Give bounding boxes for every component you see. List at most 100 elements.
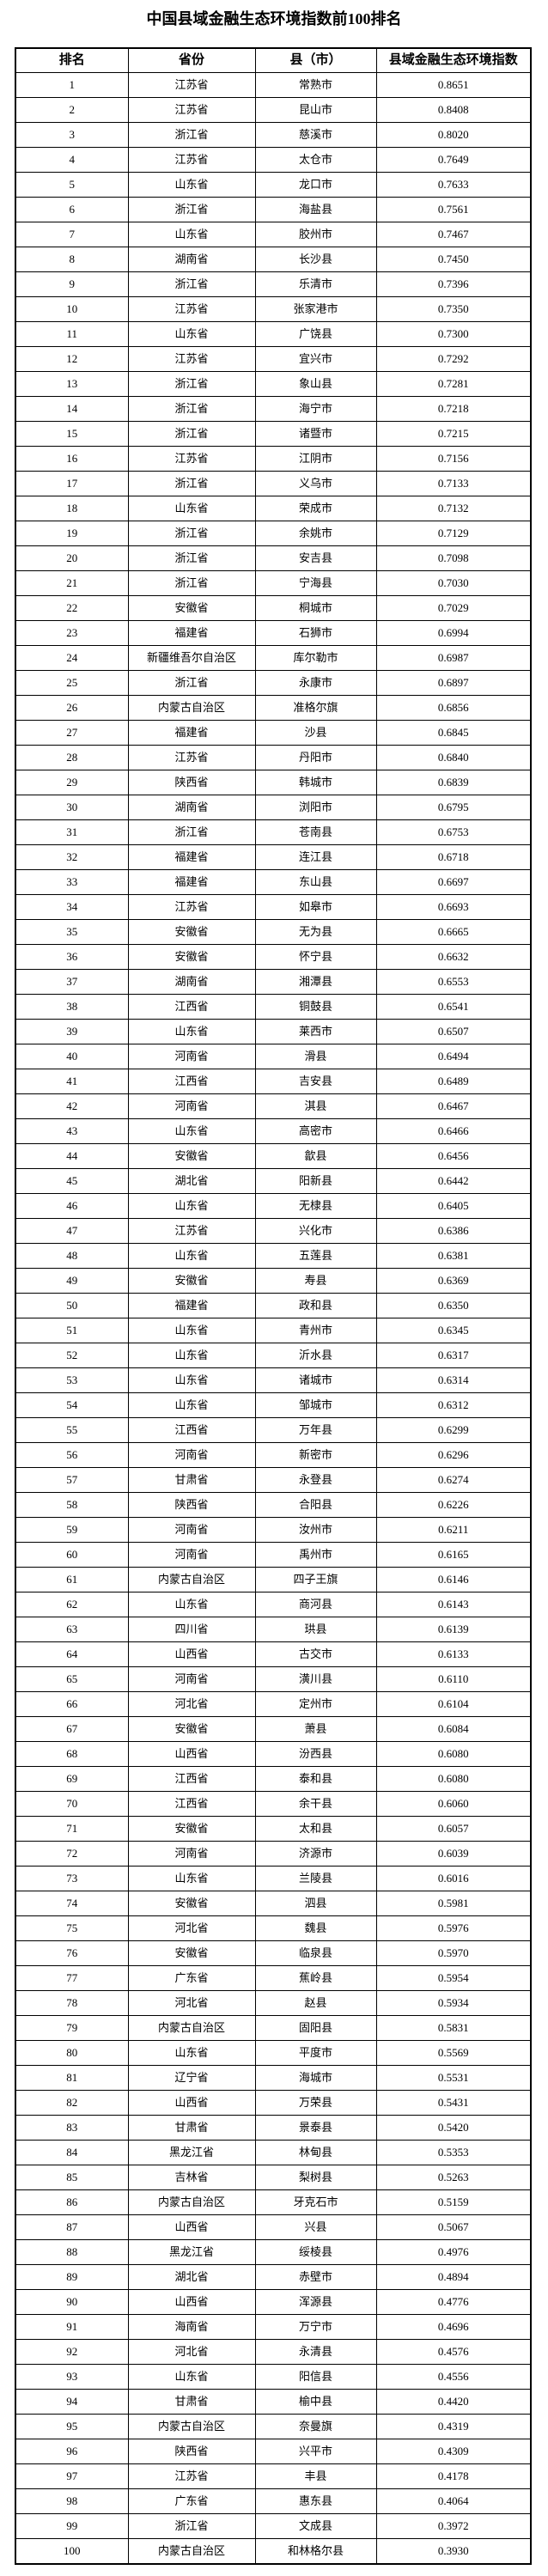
table-row: 66 河北省 定州市 0.6104 [15, 1691, 532, 1717]
index-cell: 0.6494 [375, 1044, 532, 1069]
province-cell: 河南省 [127, 1093, 256, 1119]
table-row: 11 山东省 广饶县 0.7300 [15, 321, 532, 347]
county-cell: 珙县 [254, 1617, 377, 1642]
rank-cell: 33 [15, 869, 129, 895]
table-row: 52 山东省 沂水县 0.6317 [15, 1343, 532, 1368]
county-cell: 邹城市 [254, 1392, 377, 1418]
county-cell: 惠东县 [254, 2488, 377, 2514]
table-row: 19 浙江省 余姚市 0.7129 [15, 521, 532, 546]
table-row: 53 山东省 诸城市 0.6314 [15, 1367, 532, 1393]
county-cell: 梨树县 [254, 2165, 377, 2190]
index-cell: 0.7281 [375, 371, 532, 397]
ranking-table: 排名 省份 县（市） 县域金融生态环境指数 1 江苏省 常熟市 0.8651 2 江苏省 昆山市 0… [15, 47, 532, 2565]
rank-cell: 4 [15, 147, 129, 173]
rank-cell: 18 [15, 496, 129, 521]
index-cell: 0.5159 [375, 2189, 532, 2215]
index-cell: 0.6541 [375, 994, 532, 1020]
table-row: 86 内蒙古自治区 牙克石市 0.5159 [15, 2189, 532, 2215]
county-cell: 永登县 [254, 1467, 377, 1493]
province-cell: 内蒙古自治区 [127, 2414, 256, 2439]
county-cell: 高密市 [254, 1118, 377, 1144]
county-cell: 歙县 [254, 1143, 377, 1169]
table-row: 96 陕西省 兴平市 0.4309 [15, 2439, 532, 2464]
rank-cell: 52 [15, 1343, 129, 1368]
province-cell: 山东省 [127, 1019, 256, 1044]
index-cell: 0.7029 [375, 595, 532, 621]
index-cell: 0.6143 [375, 1592, 532, 1617]
table-row: 43 山东省 高密市 0.6466 [15, 1118, 532, 1144]
index-cell: 0.6039 [375, 1841, 532, 1867]
index-cell: 0.5431 [375, 2090, 532, 2116]
county-cell: 库尔勒市 [254, 645, 377, 671]
county-cell: 胶州市 [254, 222, 377, 247]
rank-cell: 75 [15, 1915, 129, 1941]
rank-cell: 65 [15, 1666, 129, 1692]
rank-cell: 47 [15, 1218, 129, 1244]
province-cell: 浙江省 [127, 271, 256, 297]
rank-cell: 98 [15, 2488, 129, 2514]
rank-cell: 19 [15, 521, 129, 546]
province-cell: 湖北省 [127, 2264, 256, 2290]
rank-cell: 20 [15, 545, 129, 571]
rank-cell: 43 [15, 1118, 129, 1144]
table-row: 69 江西省 泰和县 0.6080 [15, 1766, 532, 1792]
index-cell: 0.7133 [375, 471, 532, 496]
county-cell: 丰县 [254, 2463, 377, 2489]
index-cell: 0.6345 [375, 1318, 532, 1343]
province-cell: 安徽省 [127, 944, 256, 970]
index-cell: 0.7132 [375, 496, 532, 521]
county-cell: 兰陵县 [254, 1866, 377, 1891]
table-row: 30 湖南省 浏阳市 0.6795 [15, 795, 532, 820]
table-row: 85 吉林省 梨树县 0.5263 [15, 2165, 532, 2190]
table-row: 4 江苏省 太仓市 0.7649 [15, 147, 532, 173]
index-cell: 0.5976 [375, 1915, 532, 1941]
index-cell: 0.3930 [375, 2538, 532, 2565]
table-row: 56 河南省 新密市 0.6296 [15, 1442, 532, 1468]
index-cell: 0.5067 [375, 2214, 532, 2240]
province-cell: 浙江省 [127, 471, 256, 496]
county-cell: 定州市 [254, 1691, 377, 1717]
table-row: 34 江苏省 如皋市 0.6693 [15, 894, 532, 920]
index-cell: 0.4576 [375, 2339, 532, 2365]
table-row: 94 甘肃省 榆中县 0.4420 [15, 2389, 532, 2415]
rank-cell: 49 [15, 1268, 129, 1294]
county-cell: 万年县 [254, 1417, 377, 1443]
province-cell: 山东省 [127, 2364, 256, 2390]
county-cell: 淇县 [254, 1093, 377, 1119]
county-cell: 阳新县 [254, 1168, 377, 1194]
province-cell: 福建省 [127, 844, 256, 870]
rank-cell: 94 [15, 2389, 129, 2415]
index-cell: 0.6146 [375, 1567, 532, 1592]
province-cell: 福建省 [127, 720, 256, 746]
rank-cell: 68 [15, 1741, 129, 1767]
index-cell: 0.7649 [375, 147, 532, 173]
province-cell: 福建省 [127, 869, 256, 895]
table-row: 31 浙江省 苍南县 0.6753 [15, 819, 532, 845]
province-cell: 浙江省 [127, 545, 256, 571]
rank-cell: 92 [15, 2339, 129, 2365]
rank-cell: 87 [15, 2214, 129, 2240]
province-cell: 河北省 [127, 1990, 256, 2016]
province-cell: 吉林省 [127, 2165, 256, 2190]
county-cell: 新密市 [254, 1442, 377, 1468]
index-cell: 0.4976 [375, 2239, 532, 2265]
table-row: 32 福建省 连江县 0.6718 [15, 844, 532, 870]
province-cell: 浙江省 [127, 122, 256, 148]
index-cell: 0.4894 [375, 2264, 532, 2290]
index-cell: 0.5970 [375, 1940, 532, 1966]
table-row: 64 山西省 古交市 0.6133 [15, 1641, 532, 1667]
table-row: 92 河北省 永清县 0.4576 [15, 2339, 532, 2365]
county-cell: 长沙县 [254, 247, 377, 272]
rank-cell: 6 [15, 197, 129, 222]
table-row: 10 江苏省 张家港市 0.7350 [15, 296, 532, 322]
index-cell: 0.6840 [375, 745, 532, 770]
province-cell: 山东省 [127, 172, 256, 198]
province-cell: 江苏省 [127, 346, 256, 372]
rank-cell: 59 [15, 1517, 129, 1543]
rank-cell: 22 [15, 595, 129, 621]
table-row: 83 甘肃省 景泰县 0.5420 [15, 2115, 532, 2141]
table-header: 排名 省份 县（市） 县域金融生态环境指数 [15, 47, 532, 73]
rank-cell: 85 [15, 2165, 129, 2190]
index-cell: 0.6987 [375, 645, 532, 671]
